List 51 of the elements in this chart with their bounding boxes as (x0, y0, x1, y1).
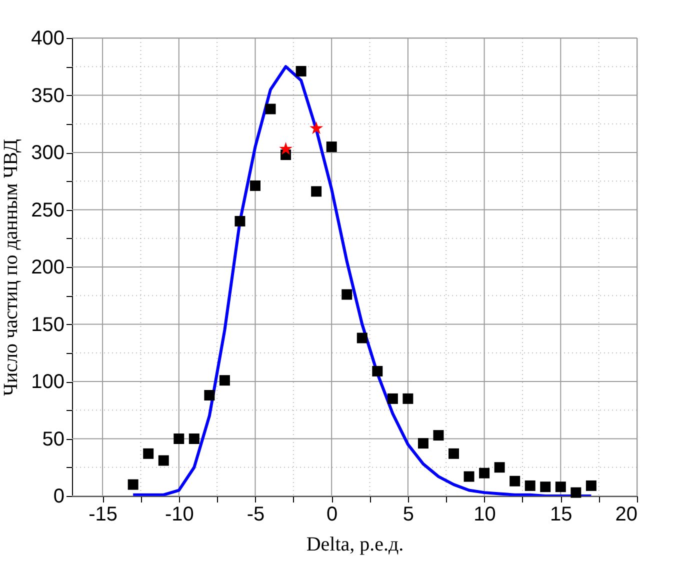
x-tick-label: 10 (474, 504, 496, 526)
point (234, 216, 246, 226)
x-tick-label: 5 (402, 504, 414, 526)
y-tick-label: 100 (31, 371, 64, 393)
y-tick-label: 50 (42, 428, 64, 450)
y-axis-title: Число частиц по данным ЧВД (0, 138, 22, 396)
point (188, 434, 200, 444)
point (510, 476, 520, 486)
x-tick-label: 15 (550, 504, 572, 526)
point (204, 390, 215, 400)
point (464, 471, 474, 482)
point (586, 480, 596, 491)
x-tick-label: -15 (88, 504, 118, 526)
point (372, 366, 383, 376)
point (418, 438, 428, 449)
point (265, 104, 276, 114)
point (174, 434, 184, 444)
point (570, 487, 582, 498)
y-tick-label: 300 (31, 142, 64, 164)
y-tick-label: 350 (31, 84, 64, 107)
point (555, 482, 566, 492)
point (311, 186, 322, 197)
point (326, 142, 337, 152)
point (219, 375, 230, 386)
point (250, 180, 260, 191)
x-tick-label: -10 (164, 504, 194, 526)
point (387, 393, 398, 404)
y-tick-label: 150 (31, 314, 64, 336)
point (524, 480, 536, 491)
point (279, 142, 293, 155)
point (479, 468, 490, 478)
point (342, 289, 352, 300)
x-tick-label: 20 (615, 504, 638, 526)
x-tick-label: -5 (246, 504, 265, 526)
point (158, 455, 169, 466)
y-tick-label: 0 (53, 486, 64, 508)
x-tick-label: 0 (326, 504, 338, 526)
point (296, 66, 306, 76)
point (402, 393, 414, 404)
point (494, 462, 505, 473)
point (540, 482, 551, 492)
x-axis-title: Delta, р.е.д. (306, 534, 404, 556)
point (356, 332, 368, 344)
point (128, 479, 138, 490)
y-tick-label: 200 (31, 256, 64, 278)
point (143, 448, 154, 459)
y-tick-label: 400 (31, 28, 64, 50)
point (310, 121, 324, 134)
y-tick-label: 250 (31, 199, 64, 222)
point (433, 430, 444, 441)
point (448, 448, 459, 459)
